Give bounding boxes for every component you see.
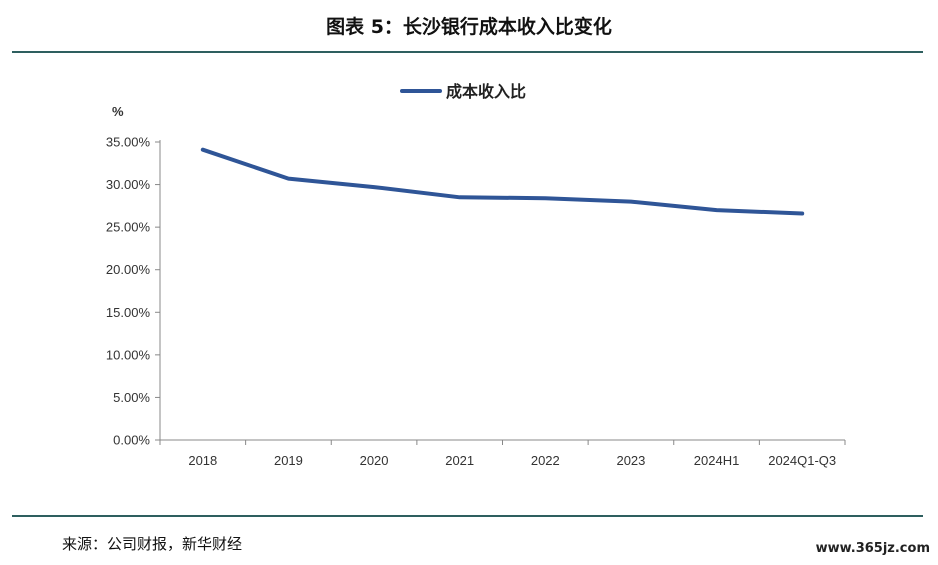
- y-tick-label: 25.00%: [106, 220, 151, 235]
- legend-label: 成本收入比: [446, 82, 526, 101]
- x-tick-label: 2024Q1-Q3: [768, 453, 836, 468]
- x-tick-label: 2020: [360, 453, 389, 468]
- line-chart: 成本收入比 % 0.00% 5.00% 10.00% 15.00% 20.00% 25.0…: [106, 82, 846, 468]
- chart-title: 图表 5：长沙银行成本收入比变化: [326, 16, 612, 38]
- y-axis-unit-label: %: [112, 104, 124, 119]
- bottom-divider: [12, 515, 923, 517]
- x-tick-label: 2019: [274, 453, 303, 468]
- x-tick-label: 2021: [445, 453, 474, 468]
- y-tick-label: 20.00%: [106, 262, 151, 277]
- y-tick-label: 0.00%: [113, 433, 150, 448]
- y-tick-label: 15.00%: [106, 305, 151, 320]
- source-note: 来源：公司财报，新华财经: [62, 535, 243, 553]
- y-tick-label: 30.00%: [106, 177, 151, 192]
- x-tick-label: 2023: [616, 453, 645, 468]
- watermark: www.365jz.com: [815, 541, 930, 556]
- y-axis: 0.00% 5.00% 10.00% 15.00% 20.00% 25.00% 30.00%…: [106, 135, 161, 448]
- x-axis: 2018 2019 2020 2021 2022 2023 2024H1 2024Q1-Q3: [159, 439, 846, 468]
- series-line: [200, 147, 805, 216]
- y-tick-label: 10.00%: [106, 347, 151, 362]
- y-tick-label: 5.00%: [113, 390, 150, 405]
- chart-legend: 成本收入比: [400, 82, 526, 101]
- series-layer: [200, 147, 805, 216]
- x-tick-label: 2024H1: [694, 453, 740, 468]
- top-divider: [12, 51, 923, 53]
- y-tick-label: 35.00%: [106, 135, 151, 150]
- x-tick-label: 2022: [531, 453, 560, 468]
- x-tick-label: 2018: [188, 453, 217, 468]
